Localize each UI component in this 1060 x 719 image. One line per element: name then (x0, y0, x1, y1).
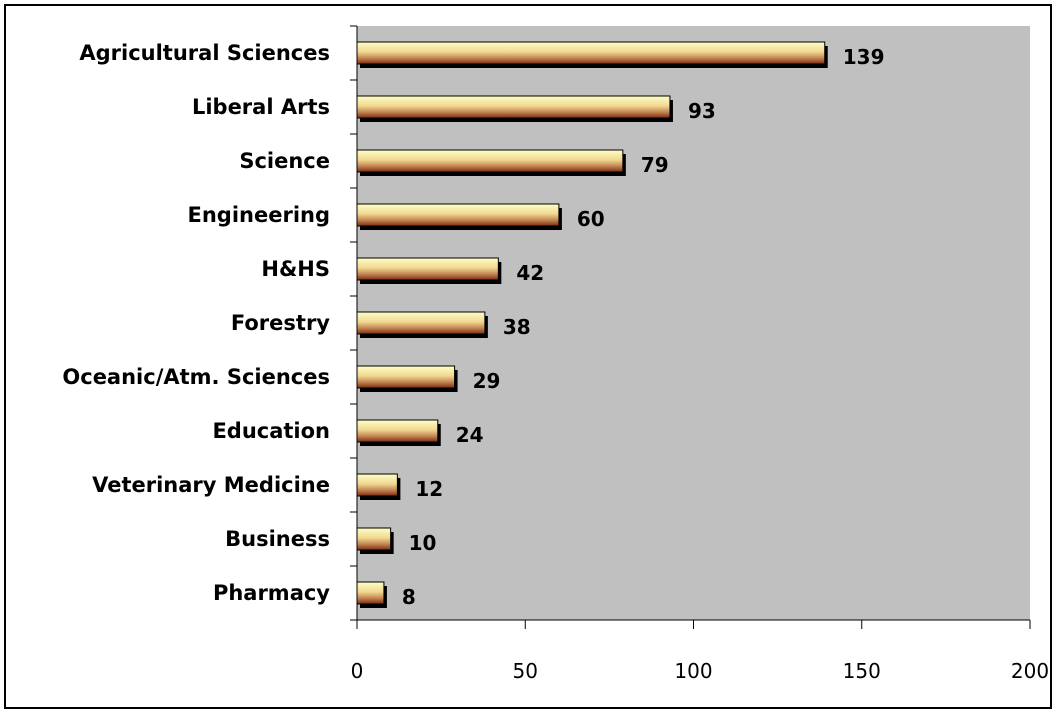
data-label: 10 (409, 531, 437, 555)
category-label: Business (225, 527, 330, 551)
labels-layer: Agricultural Sciences 139 Liberal Arts 93 Sc… (62, 41, 1049, 683)
data-label: 60 (577, 207, 605, 231)
category-label: Liberal Arts (192, 95, 330, 119)
data-label: 24 (456, 423, 484, 447)
data-label: 139 (843, 45, 885, 69)
x-tick-label: 50 (513, 659, 538, 683)
category-label: Science (239, 149, 330, 173)
category-label: Engineering (188, 203, 331, 227)
x-tick-label: 100 (674, 659, 712, 683)
data-label: 93 (688, 99, 716, 123)
x-tick-label: 200 (1011, 659, 1049, 683)
bar (356, 257, 499, 281)
category-label: H&HS (261, 257, 330, 281)
category-label: Pharmacy (213, 581, 330, 605)
bar (356, 365, 456, 389)
data-label: 8 (402, 585, 416, 609)
data-label: 38 (503, 315, 531, 339)
bar (356, 527, 392, 551)
bar (356, 41, 826, 65)
data-label: 29 (473, 369, 501, 393)
axis-layer (350, 25, 1031, 629)
bar (356, 149, 624, 173)
data-label: 12 (415, 477, 443, 501)
bar (356, 419, 439, 443)
x-tick-label: 150 (843, 659, 881, 683)
category-label: Oceanic/Atm. Sciences (62, 365, 330, 389)
bars-layer (356, 41, 828, 608)
bar (356, 95, 671, 119)
category-label: Agricultural Sciences (79, 41, 330, 65)
category-label: Veterinary Medicine (92, 473, 330, 497)
category-label: Education (212, 419, 330, 443)
x-tick-label: 0 (351, 659, 364, 683)
bar (356, 581, 385, 605)
bar (356, 203, 560, 227)
bar (356, 473, 398, 497)
data-label: 42 (516, 261, 544, 285)
bar (356, 311, 486, 335)
data-label: 79 (641, 153, 669, 177)
category-label: Forestry (231, 311, 330, 335)
